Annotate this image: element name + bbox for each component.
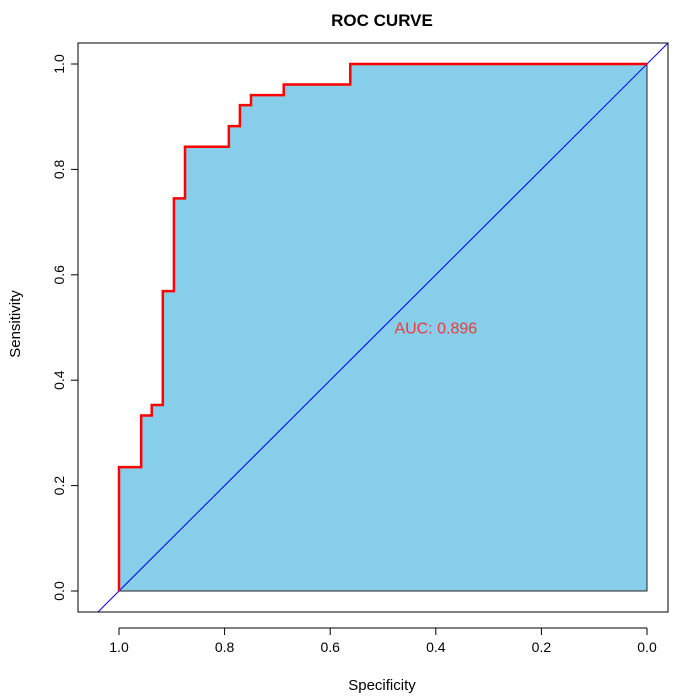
x-tick-label: 0.6 [320,639,340,655]
x-tick-label: 0.4 [426,639,446,655]
y-axis: 0.0 0.2 0.4 0.6 0.8 1.0 [51,54,79,601]
x-tick-label: 0.8 [215,639,235,655]
y-tick-label: 0.8 [51,159,67,179]
x-axis: 1.0 0.8 0.6 0.4 0.2 0.0 [109,627,657,655]
x-axis-label: Specificity [348,677,416,694]
x-tick-label: 0.2 [532,639,552,655]
reference-diagonal-line [97,43,668,612]
y-tick-label: 0.0 [51,581,67,601]
chart-title: ROC CURVE [331,11,433,30]
roc-curve-line [117,62,647,591]
y-tick-label: 0.6 [51,265,67,285]
y-tick-label: 0.4 [51,370,67,390]
x-tick-label: 0.0 [637,639,657,655]
auc-annotation: AUC: 0.896 [394,321,477,338]
x-tick-label: 1.0 [109,639,129,655]
y-tick-label: 1.0 [51,54,67,74]
plot-area [97,43,668,612]
y-axis-label: Sensitivity [7,290,24,358]
y-tick-label: 0.2 [51,476,67,496]
